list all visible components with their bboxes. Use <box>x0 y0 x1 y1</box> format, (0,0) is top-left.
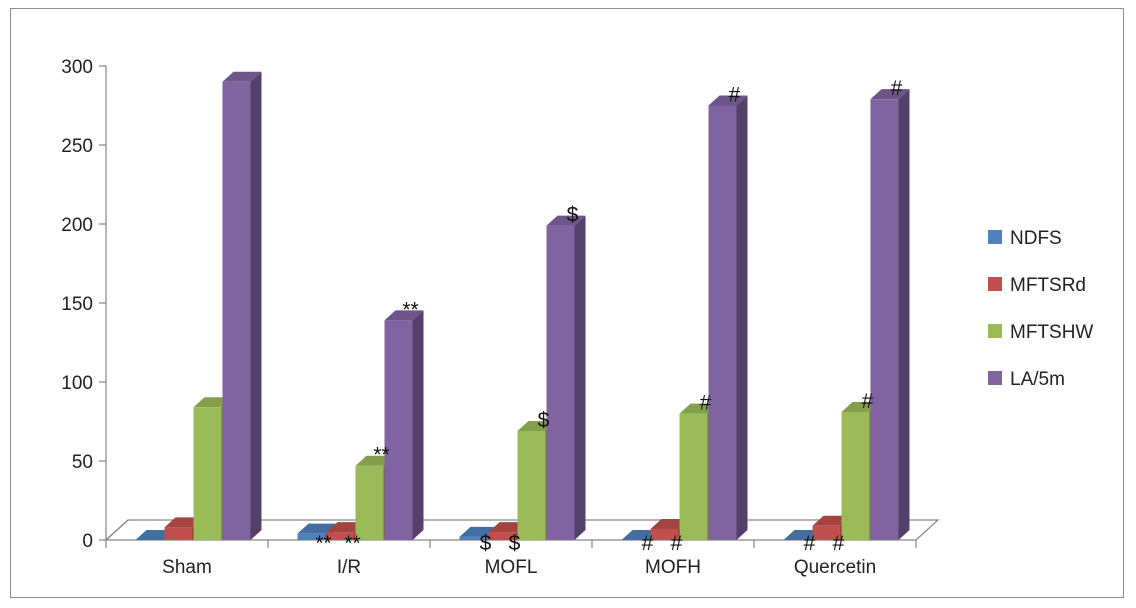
significance-marker: # <box>833 532 845 555</box>
legend-swatch <box>988 324 1002 338</box>
y-tick-label: 200 <box>61 215 93 236</box>
y-tick-label: 100 <box>61 373 93 394</box>
x-tick-label: MOFL <box>485 557 538 578</box>
significance-marker: ** <box>402 298 418 321</box>
significance-marker: # <box>729 84 741 107</box>
significance-marker: $ <box>509 532 521 555</box>
significance-marker: # <box>891 77 903 100</box>
legend: NDFS MFTSRd MFTSHW LA/5m <box>988 228 1093 390</box>
legend-item-mftsrd: MFTSRd <box>988 275 1086 296</box>
floor-depth-edge <box>105 519 129 541</box>
x-tick-label: Sham <box>162 557 212 578</box>
legend-swatch <box>988 230 1002 244</box>
significance-marker: ** <box>344 532 360 555</box>
legend-label: MFTSHW <box>1010 322 1093 343</box>
significance-marker: # <box>642 532 654 555</box>
legend-label: LA/5m <box>1010 369 1065 390</box>
significance-marker: # <box>671 532 683 555</box>
y-tick-label: 50 <box>72 452 93 473</box>
significance-marker: $ <box>480 532 492 555</box>
legend-swatch <box>988 277 1002 291</box>
bar-la-5m-sham <box>222 71 262 541</box>
significance-marker: # <box>700 392 712 415</box>
y-tick-label: 300 <box>61 57 93 78</box>
significance-marker: # <box>862 390 874 413</box>
significance-marker: ** <box>373 444 389 467</box>
bars-layer <box>135 71 910 541</box>
significance-marker: $ <box>567 204 579 227</box>
legend-item-ndfs: NDFS <box>988 228 1062 249</box>
y-tick-label: 250 <box>61 136 93 157</box>
significance-marker: $ <box>538 409 550 432</box>
bar-la-5m-mofh <box>708 95 748 540</box>
x-tick-label: MOFH <box>645 557 701 578</box>
significance-marker: # <box>804 532 816 555</box>
y-tick-label: 0 <box>82 531 93 552</box>
legend-item-mftshw: MFTSHW <box>988 322 1093 343</box>
legend-swatch <box>988 371 1002 385</box>
x-tick-label: I/R <box>337 557 361 578</box>
bar-la-5m-mofl <box>546 215 586 540</box>
x-tick-label: Quercetin <box>794 557 876 578</box>
legend-label: NDFS <box>1010 228 1062 249</box>
legend-item-la-5m: LA/5m <box>988 369 1065 390</box>
significance-marker: ** <box>315 532 331 555</box>
y-tick-label: 150 <box>61 294 93 315</box>
bar-la-5m-quercetin <box>870 89 910 541</box>
bar-la-5m-i-r <box>384 310 424 540</box>
legend-label: MFTSRd <box>1010 275 1086 296</box>
